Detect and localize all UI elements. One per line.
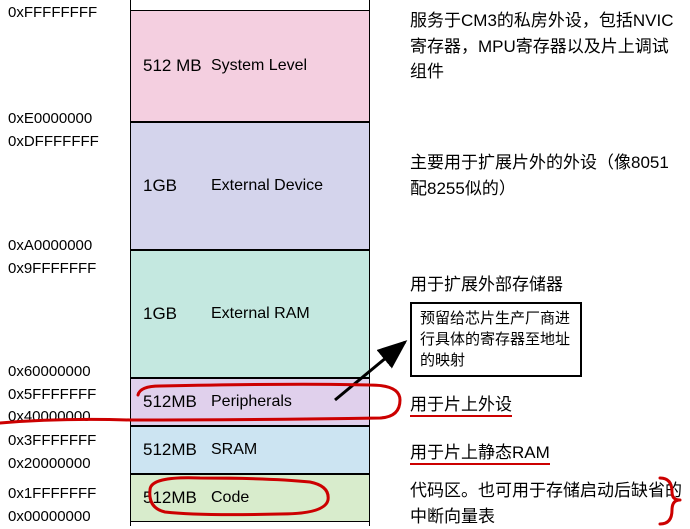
addr-label: 0x40000000 (8, 408, 91, 425)
desc-code: 代码区。也可用于存储启动后缺省的中断向量表 (410, 478, 685, 529)
region-peripherals: 512MB Peripherals (131, 378, 369, 426)
memory-map-diagram: 0xFFFFFFFF 0xE0000000 0xDFFFFFFF 0xA0000… (0, 0, 690, 526)
addr-label: 0xA0000000 (8, 237, 92, 254)
region-size: 512MB (143, 392, 211, 412)
region-name: Peripherals (211, 393, 292, 411)
desc-system: 服务于CM3的私房外设，包括NVIC寄存器，MPU寄存器以及片上调试组件 (410, 8, 685, 85)
region-external-ram: 1GB External RAM (131, 250, 369, 378)
region-external-device: 1GB External Device (131, 122, 369, 250)
addr-label: 0x60000000 (8, 363, 91, 380)
addr-label: 0xDFFFFFFF (8, 133, 99, 150)
region-name: External RAM (211, 305, 310, 323)
desc-extram: 用于扩展外部存储器 (410, 272, 685, 298)
callout-reserved: 预留给芯片生产厂商进行具体的寄存器至地址的映射 (410, 302, 582, 377)
region-sram: 512MB SRAM (131, 426, 369, 474)
region-size: 1GB (143, 304, 211, 324)
desc-extdev: 主要用于扩展片外的外设（像8051配8255似的） (410, 150, 685, 201)
region-code: 512MB Code (131, 474, 369, 522)
addr-label: 0x9FFFFFFF (8, 260, 96, 277)
region-size: 512 MB (143, 56, 211, 76)
addr-label: 0x5FFFFFFF (8, 386, 96, 403)
region-name: SRAM (211, 441, 257, 459)
region-size: 512MB (143, 440, 211, 460)
region-name: External Device (211, 177, 323, 195)
desc-periph: 用于片上外设 (410, 395, 512, 417)
addr-label: 0xE0000000 (8, 110, 92, 127)
addr-label: 0x3FFFFFFF (8, 432, 96, 449)
desc-sram: 用于片上静态RAM (410, 443, 550, 465)
region-name: Code (211, 489, 249, 507)
description-column: 服务于CM3的私房外设，包括NVIC寄存器，MPU寄存器以及片上调试组件 主要用… (370, 0, 690, 526)
addr-label: 0x1FFFFFFF (8, 485, 96, 502)
memory-map-column: 512 MB System Level 1GB External Device … (130, 0, 370, 526)
addr-label: 0xFFFFFFFF (8, 4, 97, 21)
region-system-level: 512 MB System Level (131, 10, 369, 122)
region-name: System Level (211, 57, 307, 75)
addr-label: 0x20000000 (8, 455, 91, 472)
address-column: 0xFFFFFFFF 0xE0000000 0xDFFFFFFF 0xA0000… (0, 0, 130, 526)
addr-label: 0x00000000 (8, 508, 91, 525)
region-size: 512MB (143, 488, 211, 508)
region-size: 1GB (143, 176, 211, 196)
